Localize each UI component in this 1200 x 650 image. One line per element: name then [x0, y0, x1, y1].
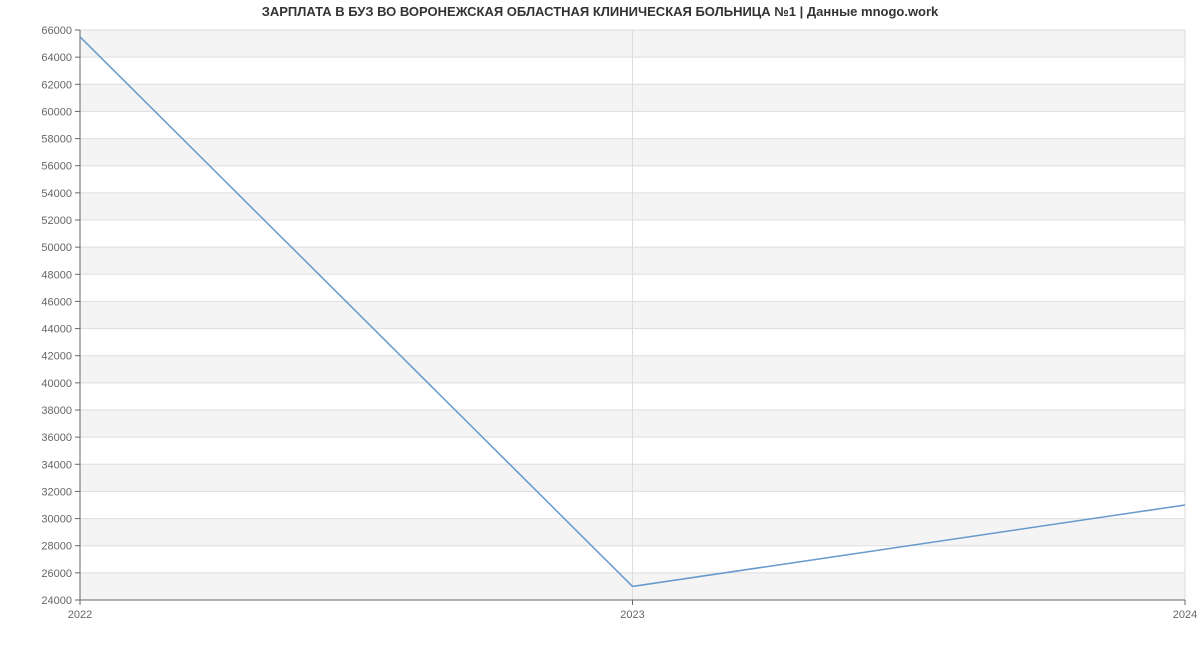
y-tick-label: 66000 — [41, 25, 72, 37]
y-tick-label: 50000 — [41, 242, 72, 254]
salary-chart: ЗАРПЛАТА В БУЗ ВО ВОРОНЕЖСКАЯ ОБЛАСТНАЯ … — [0, 0, 1200, 650]
y-tick-label: 58000 — [41, 134, 72, 146]
y-tick-label: 60000 — [41, 106, 72, 118]
chart-svg: 24000 26000 28000 30000 32000 34000 36000 38000… — [0, 0, 1200, 650]
y-tick-label: 46000 — [41, 296, 72, 308]
y-tick-label: 24000 — [41, 595, 72, 607]
x-tick-label: 2023 — [620, 609, 644, 621]
y-tick-label: 64000 — [41, 52, 72, 64]
x-tick-label: 2022 — [68, 609, 92, 621]
y-tick-label: 32000 — [41, 486, 72, 498]
y-tick-label: 30000 — [41, 514, 72, 526]
y-tick-label: 26000 — [41, 568, 72, 580]
x-tick-label: 2024 — [1173, 609, 1197, 621]
y-tick-label: 38000 — [41, 405, 72, 417]
y-tick-label: 54000 — [41, 188, 72, 200]
y-tick-label: 48000 — [41, 269, 72, 281]
y-tick-label: 62000 — [41, 79, 72, 91]
y-tick-label: 56000 — [41, 161, 72, 173]
y-tick-label: 42000 — [41, 351, 72, 363]
y-tick-label: 44000 — [41, 324, 72, 336]
y-tick-label: 36000 — [41, 432, 72, 444]
y-tick-label: 28000 — [41, 541, 72, 553]
y-tick-label: 40000 — [41, 378, 72, 390]
y-tick-label: 34000 — [41, 459, 72, 471]
y-tick-label: 52000 — [41, 215, 72, 227]
